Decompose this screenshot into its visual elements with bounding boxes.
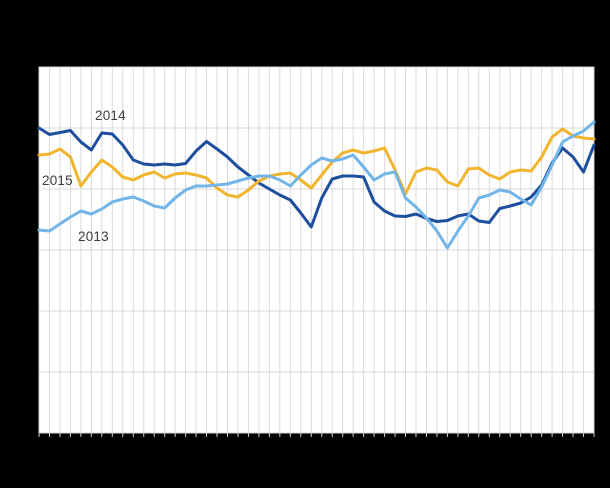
series-line-2014 xyxy=(37,126,596,229)
series-label-2015: 2015 xyxy=(42,173,73,188)
series-line-2015 xyxy=(37,127,596,199)
line-chart xyxy=(37,66,596,437)
series-label-2013: 2013 xyxy=(78,229,109,244)
series-label-2014: 2014 xyxy=(95,108,126,123)
series-line-2013 xyxy=(37,120,596,250)
plot-border xyxy=(38,66,595,434)
